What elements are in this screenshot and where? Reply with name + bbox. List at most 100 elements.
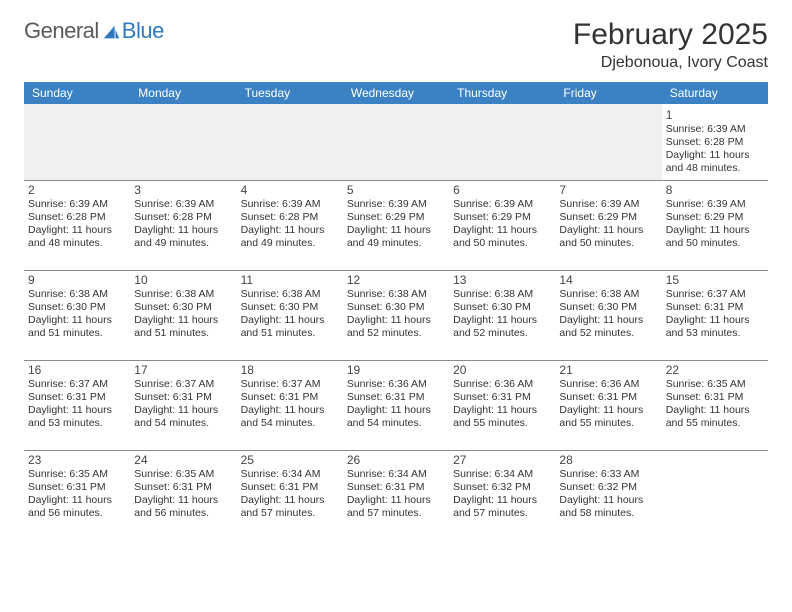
calendar-day-cell: 10Sunrise: 6:38 AMSunset: 6:30 PMDayligh… [130,270,236,360]
day-detail: Sunrise: 6:34 AMSunset: 6:32 PMDaylight:… [453,468,551,521]
calendar-day-cell: 6Sunrise: 6:39 AMSunset: 6:29 PMDaylight… [449,180,555,270]
day-number: 27 [453,453,551,467]
calendar-day-cell: 17Sunrise: 6:37 AMSunset: 6:31 PMDayligh… [130,360,236,450]
day-detail: Sunrise: 6:37 AMSunset: 6:31 PMDaylight:… [666,288,764,341]
calendar-day-cell: 13Sunrise: 6:38 AMSunset: 6:30 PMDayligh… [449,270,555,360]
calendar-day-cell: 2Sunrise: 6:39 AMSunset: 6:28 PMDaylight… [24,180,130,270]
day-number: 23 [28,453,126,467]
day-detail: Sunrise: 6:35 AMSunset: 6:31 PMDaylight:… [28,468,126,521]
calendar-empty-cell [237,104,343,180]
weekday-header: Saturday [662,82,768,104]
brand-word-2: Blue [122,18,164,44]
calendar-day-cell: 19Sunrise: 6:36 AMSunset: 6:31 PMDayligh… [343,360,449,450]
day-detail: Sunrise: 6:38 AMSunset: 6:30 PMDaylight:… [241,288,339,341]
calendar-day-cell: 27Sunrise: 6:34 AMSunset: 6:32 PMDayligh… [449,450,555,540]
calendar-day-cell: 24Sunrise: 6:35 AMSunset: 6:31 PMDayligh… [130,450,236,540]
calendar-day-cell: 14Sunrise: 6:38 AMSunset: 6:30 PMDayligh… [555,270,661,360]
day-detail: Sunrise: 6:35 AMSunset: 6:31 PMDaylight:… [666,378,764,431]
day-number: 8 [666,183,764,197]
day-number: 9 [28,273,126,287]
day-detail: Sunrise: 6:39 AMSunset: 6:28 PMDaylight:… [28,198,126,251]
day-number: 14 [559,273,657,287]
calendar-empty-cell [24,104,130,180]
day-number: 15 [666,273,764,287]
day-detail: Sunrise: 6:38 AMSunset: 6:30 PMDaylight:… [28,288,126,341]
day-number: 20 [453,363,551,377]
calendar-header-row: SundayMondayTuesdayWednesdayThursdayFrid… [24,82,768,104]
day-detail: Sunrise: 6:38 AMSunset: 6:30 PMDaylight:… [134,288,232,341]
brand-word-1: General [24,18,99,44]
day-number: 12 [347,273,445,287]
calendar-day-cell: 5Sunrise: 6:39 AMSunset: 6:29 PMDaylight… [343,180,449,270]
page-header: General Blue February 2025 Djebonoua, Iv… [24,18,768,72]
day-number: 25 [241,453,339,467]
calendar-day-cell: 15Sunrise: 6:37 AMSunset: 6:31 PMDayligh… [662,270,768,360]
calendar-day-cell: 12Sunrise: 6:38 AMSunset: 6:30 PMDayligh… [343,270,449,360]
calendar-empty-cell [343,104,449,180]
weekday-header: Tuesday [237,82,343,104]
day-number: 26 [347,453,445,467]
calendar-day-cell: 25Sunrise: 6:34 AMSunset: 6:31 PMDayligh… [237,450,343,540]
day-detail: Sunrise: 6:39 AMSunset: 6:29 PMDaylight:… [666,198,764,251]
weekday-header: Thursday [449,82,555,104]
day-detail: Sunrise: 6:37 AMSunset: 6:31 PMDaylight:… [28,378,126,431]
calendar-day-cell: 4Sunrise: 6:39 AMSunset: 6:28 PMDaylight… [237,180,343,270]
calendar-empty-cell [662,450,768,540]
calendar-day-cell: 9Sunrise: 6:38 AMSunset: 6:30 PMDaylight… [24,270,130,360]
day-number: 19 [347,363,445,377]
day-number: 17 [134,363,232,377]
day-number: 28 [559,453,657,467]
day-detail: Sunrise: 6:35 AMSunset: 6:31 PMDaylight:… [134,468,232,521]
calendar-body: 1Sunrise: 6:39 AMSunset: 6:28 PMDaylight… [24,104,768,540]
location-label: Djebonoua, Ivory Coast [573,54,768,72]
day-number: 6 [453,183,551,197]
calendar-day-cell: 16Sunrise: 6:37 AMSunset: 6:31 PMDayligh… [24,360,130,450]
brand-logo: General Blue [24,18,164,44]
day-detail: Sunrise: 6:39 AMSunset: 6:29 PMDaylight:… [453,198,551,251]
day-number: 16 [28,363,126,377]
day-number: 1 [666,108,764,122]
day-detail: Sunrise: 6:38 AMSunset: 6:30 PMDaylight:… [559,288,657,341]
calendar-table: SundayMondayTuesdayWednesdayThursdayFrid… [24,82,768,540]
day-number: 7 [559,183,657,197]
calendar-day-cell: 7Sunrise: 6:39 AMSunset: 6:29 PMDaylight… [555,180,661,270]
day-number: 10 [134,273,232,287]
day-number: 18 [241,363,339,377]
sail-icon [102,22,120,40]
calendar-empty-cell [555,104,661,180]
calendar-empty-cell [449,104,555,180]
day-number: 11 [241,273,339,287]
day-detail: Sunrise: 6:38 AMSunset: 6:30 PMDaylight:… [453,288,551,341]
day-detail: Sunrise: 6:34 AMSunset: 6:31 PMDaylight:… [347,468,445,521]
calendar-day-cell: 22Sunrise: 6:35 AMSunset: 6:31 PMDayligh… [662,360,768,450]
calendar-day-cell: 28Sunrise: 6:33 AMSunset: 6:32 PMDayligh… [555,450,661,540]
weekday-header: Wednesday [343,82,449,104]
day-detail: Sunrise: 6:36 AMSunset: 6:31 PMDaylight:… [347,378,445,431]
day-detail: Sunrise: 6:36 AMSunset: 6:31 PMDaylight:… [559,378,657,431]
day-number: 13 [453,273,551,287]
month-title: February 2025 [573,18,768,52]
calendar-day-cell: 3Sunrise: 6:39 AMSunset: 6:28 PMDaylight… [130,180,236,270]
weekday-header: Sunday [24,82,130,104]
calendar-day-cell: 1Sunrise: 6:39 AMSunset: 6:28 PMDaylight… [662,104,768,180]
day-detail: Sunrise: 6:37 AMSunset: 6:31 PMDaylight:… [134,378,232,431]
day-number: 4 [241,183,339,197]
weekday-header: Monday [130,82,236,104]
calendar-day-cell: 21Sunrise: 6:36 AMSunset: 6:31 PMDayligh… [555,360,661,450]
calendar-day-cell: 23Sunrise: 6:35 AMSunset: 6:31 PMDayligh… [24,450,130,540]
day-detail: Sunrise: 6:39 AMSunset: 6:28 PMDaylight:… [134,198,232,251]
calendar-day-cell: 8Sunrise: 6:39 AMSunset: 6:29 PMDaylight… [662,180,768,270]
calendar-empty-cell [130,104,236,180]
calendar-day-cell: 11Sunrise: 6:38 AMSunset: 6:30 PMDayligh… [237,270,343,360]
day-detail: Sunrise: 6:39 AMSunset: 6:28 PMDaylight:… [241,198,339,251]
day-detail: Sunrise: 6:39 AMSunset: 6:28 PMDaylight:… [666,123,764,176]
title-block: February 2025 Djebonoua, Ivory Coast [573,18,768,72]
day-detail: Sunrise: 6:33 AMSunset: 6:32 PMDaylight:… [559,468,657,521]
day-detail: Sunrise: 6:34 AMSunset: 6:31 PMDaylight:… [241,468,339,521]
day-number: 21 [559,363,657,377]
day-number: 22 [666,363,764,377]
day-number: 2 [28,183,126,197]
day-detail: Sunrise: 6:39 AMSunset: 6:29 PMDaylight:… [559,198,657,251]
day-number: 5 [347,183,445,197]
calendar-day-cell: 18Sunrise: 6:37 AMSunset: 6:31 PMDayligh… [237,360,343,450]
